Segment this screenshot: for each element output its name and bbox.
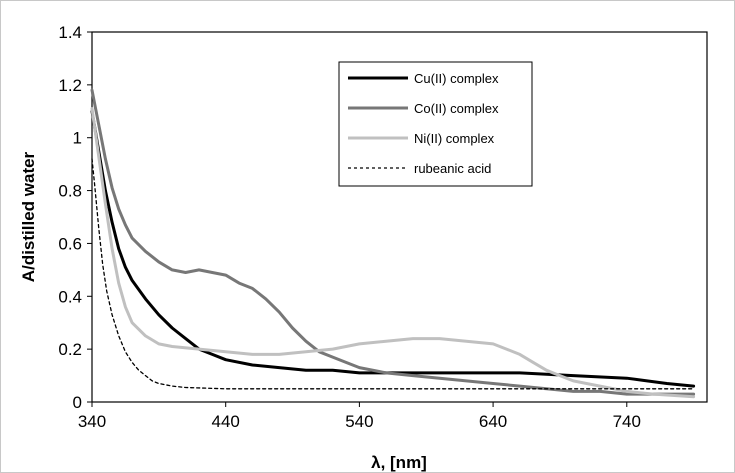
x-tick-label: 340 <box>78 412 106 431</box>
x-tick-label: 640 <box>479 412 507 431</box>
series-line-co-complex <box>90 88 696 396</box>
legend-label-ni: Ni(II) complex <box>414 131 495 146</box>
x-tick-label: 740 <box>613 412 641 431</box>
legend-label-co: Co(II) complex <box>414 101 499 116</box>
legend-label-cu: Cu(II) complex <box>414 71 499 86</box>
x-tick-label: 440 <box>212 412 240 431</box>
y-axis-title: A/distilled water <box>19 151 38 282</box>
y-tick-label: 0 <box>73 393 82 412</box>
legend-box <box>338 61 533 187</box>
y-axis-ticks: 0 0.2 0.4 0.6 0.8 1 1.2 1.4 <box>58 23 92 412</box>
x-tick-label: 540 <box>345 412 373 431</box>
x-axis-ticks: 340 440 540 640 740 <box>78 402 641 431</box>
series-line-cu-complex <box>90 109 696 388</box>
y-tick-label: 1 <box>73 129 82 148</box>
legend-label-rubeanic: rubeanic acid <box>414 161 491 176</box>
y-tick-label: 0.6 <box>58 234 82 253</box>
y-tick-label: 0.2 <box>58 340 82 359</box>
series-line-ni-complex <box>90 107 696 399</box>
y-tick-label: 1.4 <box>58 23 82 42</box>
y-tick-label: 0.8 <box>58 182 82 201</box>
legend: Cu(II) complex Co(II) complex Ni(II) com… <box>338 61 533 187</box>
y-tick-label: 1.2 <box>58 76 82 95</box>
series-line-rubeanic-acid <box>91 158 695 390</box>
series-group <box>90 88 696 399</box>
x-axis-title: λ, [nm] <box>371 453 427 472</box>
y-tick-label: 0.4 <box>58 287 82 306</box>
